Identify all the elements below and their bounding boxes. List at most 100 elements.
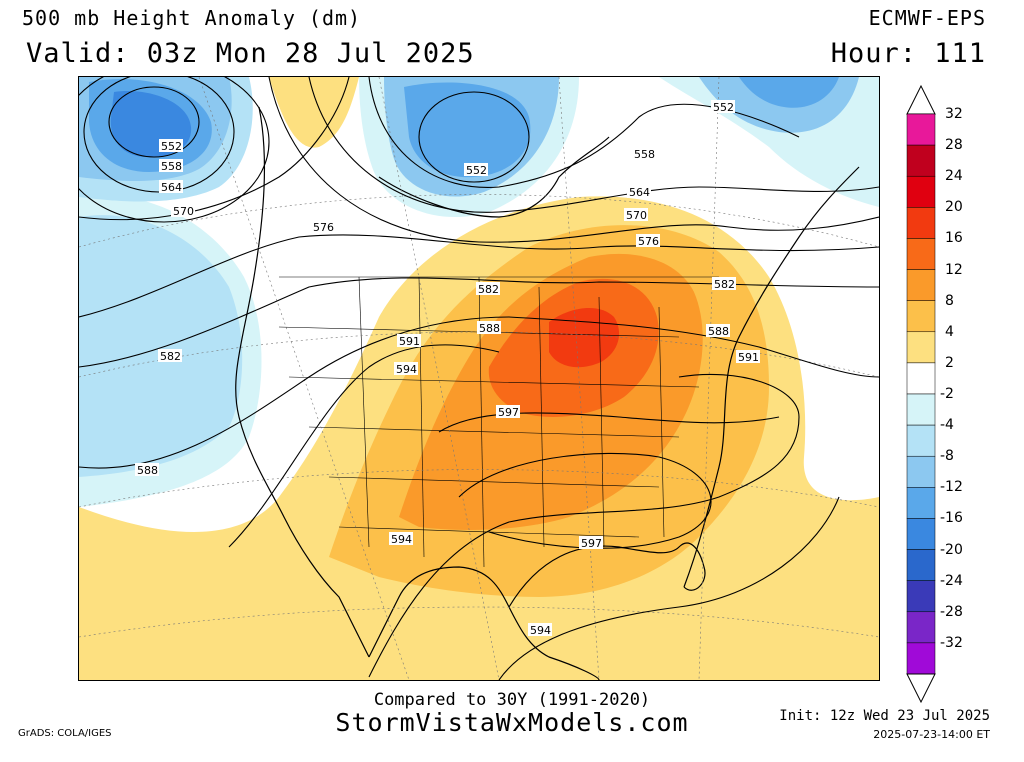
map-title: 500 mb Height Anomaly (dm) <box>22 6 362 30</box>
model-name: ECMWF-EPS <box>868 6 986 30</box>
colorbar-label: -4 <box>940 417 954 434</box>
climatology-note: Compared to 30Y (1991-2020) <box>373 690 651 710</box>
contour-label: 576 <box>311 220 335 234</box>
colorbar-segment <box>906 269 936 301</box>
svg-text:558: 558 <box>161 160 182 173</box>
colorbar-segment <box>906 611 936 644</box>
contour-label: 591 <box>397 334 421 348</box>
forecast-hour: Hour: 111 <box>830 38 986 69</box>
contour-label: 597 <box>496 405 520 419</box>
svg-text:576: 576 <box>638 235 659 248</box>
svg-text:582: 582 <box>714 278 735 291</box>
colorbar-top-arrow <box>906 84 936 115</box>
contour-label: 594 <box>389 532 413 546</box>
colorbar-label: 32 <box>945 106 963 122</box>
colorbar-segment <box>906 487 936 519</box>
contour-label: 594 <box>394 362 418 376</box>
colorbar-segment <box>906 331 936 364</box>
svg-text:582: 582 <box>478 283 499 296</box>
contour-label: 570 <box>171 204 195 218</box>
colorbar-label: 4 <box>945 323 954 340</box>
height-contours <box>79 77 879 680</box>
colorbar-segment <box>906 549 936 581</box>
colorbar-label: -8 <box>940 448 954 465</box>
colorbar-segment <box>906 113 936 146</box>
init-time: Init: 12z Wed 23 Jul 2025 <box>779 708 990 724</box>
contour-label: 576 <box>636 234 660 248</box>
svg-text:588: 588 <box>137 464 158 477</box>
svg-text:552: 552 <box>713 101 734 114</box>
contour-label: 588 <box>706 324 730 338</box>
colorbar-label: 28 <box>945 137 963 154</box>
grads-credit: GrADS: COLA/IGES <box>18 728 112 739</box>
site-watermark: StormVistaWxModels.com <box>335 708 689 737</box>
contour-labels: 552 558 564 570 552 552 558 564 570 576 … <box>135 100 760 637</box>
colorbar-label: 12 <box>945 261 963 278</box>
contour-label: 570 <box>624 208 648 222</box>
colorbar-label: -32 <box>940 634 963 651</box>
colorbar-label: 8 <box>945 292 954 309</box>
colorbar-segment <box>906 207 936 239</box>
colorbar-label: -28 <box>940 603 963 620</box>
colorbar-segment <box>906 144 936 177</box>
contour-label: 594 <box>528 623 552 637</box>
anomaly-shading <box>79 77 879 680</box>
svg-text:597: 597 <box>498 406 519 419</box>
contour-label: 564 <box>627 185 651 199</box>
svg-text:552: 552 <box>161 140 182 153</box>
svg-text:594: 594 <box>530 624 551 637</box>
contour-label: 558 <box>632 147 656 161</box>
colorbar-label: 24 <box>945 168 963 185</box>
valid-time: Valid: 03z Mon 28 Jul 2025 <box>26 38 475 69</box>
contour-label: 552 <box>464 163 488 177</box>
graticule <box>79 77 879 680</box>
svg-text:588: 588 <box>708 325 729 338</box>
colorbar-segment <box>906 642 936 675</box>
colorbar-label: -16 <box>940 510 963 527</box>
contour-label: 588 <box>135 463 159 477</box>
svg-text:597: 597 <box>581 537 602 550</box>
svg-text:576: 576 <box>313 221 334 234</box>
svg-text:558: 558 <box>634 148 655 161</box>
contour-label: 564 <box>159 180 183 194</box>
timestamp: 2025-07-23-14:00 ET <box>873 728 990 741</box>
contour-label: 582 <box>158 349 182 363</box>
svg-text:582: 582 <box>160 350 181 363</box>
map-panel: 552 558 564 570 552 552 558 564 570 576 … <box>78 76 880 681</box>
svg-text:570: 570 <box>626 209 647 222</box>
colorbar-bottom-arrow <box>906 673 936 704</box>
contour-label: 552 <box>159 139 183 153</box>
anomaly-map: 552 558 564 570 552 552 558 564 570 576 … <box>79 77 879 680</box>
svg-text:591: 591 <box>399 335 420 348</box>
colorbar-segment <box>906 518 936 550</box>
contour-label: 558 <box>159 159 183 173</box>
colorbar <box>906 84 936 704</box>
colorbar-label: 20 <box>945 199 963 216</box>
svg-text:588: 588 <box>479 322 500 335</box>
colorbar-label: -2 <box>940 386 954 402</box>
colorbar-label: -20 <box>940 541 963 558</box>
colorbar-segment <box>906 362 936 395</box>
svg-text:552: 552 <box>466 164 487 177</box>
contour-label: 582 <box>712 277 736 291</box>
contour-label: 588 <box>477 321 501 335</box>
colorbar-segment <box>906 580 936 613</box>
colorbar-segment <box>906 455 936 488</box>
svg-text:570: 570 <box>173 205 194 218</box>
svg-text:564: 564 <box>629 186 650 199</box>
colorbar-label: 2 <box>945 354 954 371</box>
colorbar-label: 16 <box>945 230 963 247</box>
colorbar-segment <box>906 393 936 426</box>
svg-text:594: 594 <box>396 363 417 376</box>
contour-label: 597 <box>579 536 603 550</box>
colorbar-segment <box>906 300 936 333</box>
contour-label: 591 <box>736 350 760 364</box>
colorbar-segment <box>906 238 936 270</box>
colorbar-segment <box>906 175 936 208</box>
contour-label: 552 <box>711 100 735 114</box>
colorbar-label: -24 <box>940 572 963 589</box>
colorbar-segment <box>906 424 936 457</box>
contour-label: 582 <box>476 282 500 296</box>
colorbar-label: -12 <box>940 479 963 496</box>
svg-text:594: 594 <box>391 533 412 546</box>
